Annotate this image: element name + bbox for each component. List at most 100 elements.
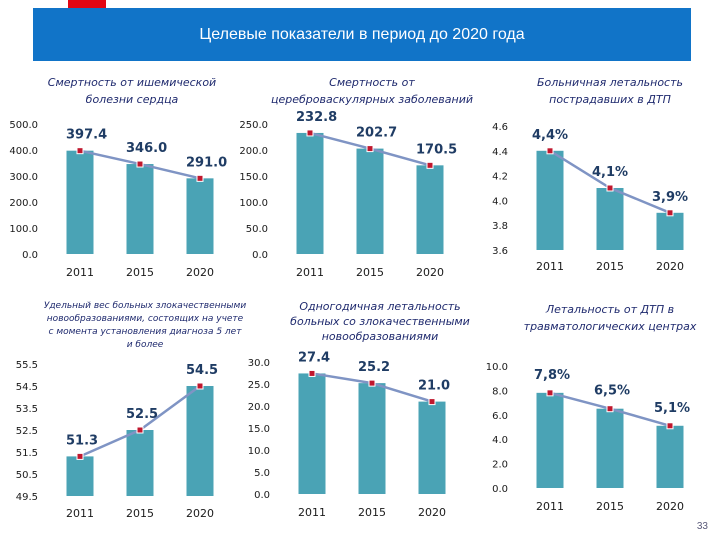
chart-4-ytick: 52.5 [16,426,38,437]
chart-2-category-label: 2020 [416,266,444,279]
chart-6-data-label: 6,5% [594,384,630,399]
chart-5-marker [308,369,316,377]
chart-6-ytick: 2.0 [492,460,508,471]
chart-1-data-label: 346.0 [126,141,167,156]
chart-4-ytick: 54.5 [16,382,38,393]
chart-5-ytick: 25.0 [248,380,270,391]
chart-2-marker [366,145,374,153]
chart-1-ytick: 0.0 [22,250,38,261]
chart-6-category-label: 2020 [656,500,684,513]
chart-6-category-label: 2011 [536,500,564,513]
chart-4-bar [186,386,214,496]
chart-6-ytick: 10.0 [486,362,508,373]
chart-4-bar [66,456,94,496]
chart-4-data-label: 54.5 [186,363,218,378]
chart-4-title-line: с момента установления диагноза 5 лет [49,327,243,337]
chart-6-ytick: 6.0 [492,411,508,422]
chart-2-ytick: 250.0 [239,120,268,131]
chart-4-ytick: 53.5 [16,404,38,415]
chart-5-title-line: больных со злокачественными [290,315,470,328]
chart-4-bar [126,430,154,496]
chart-2-data-label: 232.8 [296,110,337,125]
chart-6-category-label: 2015 [596,500,624,513]
chart-2-ytick: 50.0 [246,224,268,235]
chart-1-ytick: 200.0 [9,198,38,209]
chart-5-ytick: 15.0 [248,424,270,435]
chart-3-ytick: 4.0 [492,196,508,207]
chart-5-title-line: новообразованиями [322,330,439,343]
chart-2-ytick: 100.0 [239,198,268,209]
page-title: Целевые показатели в период до 2020 года [199,25,525,43]
chart-5-category-label: 2015 [358,506,386,519]
chart-2-title-line: Смертность от [329,76,415,89]
chart-4-category-label: 2015 [126,507,154,520]
chart-5-marker [368,379,376,387]
chart-3-category-label: 2020 [656,260,684,273]
chart-4-ytick: 51.5 [16,448,38,459]
chart-6-ytick: 0.0 [492,484,508,495]
chart-3-data-label: 4,1% [592,165,628,180]
chart-5-data-label: 27.4 [298,350,330,365]
chart-4-ytick: 55.5 [16,360,38,371]
chart-4-data-label: 51.3 [66,433,98,448]
chart-1-marker [76,147,84,155]
chart-6-data-label: 5,1% [654,401,690,416]
chart-6-ytick: 8.0 [492,386,508,397]
chart-1-bar [126,164,154,254]
chart-5-bar [298,373,326,494]
chart-3-title-line: пострадавших в ДТП [549,93,671,106]
chart-2-ytick: 200.0 [239,146,268,157]
chart-3-ytick: 3.6 [492,246,508,257]
chart-4-ytick: 50.5 [16,470,38,481]
chart-5-ytick: 5.0 [254,468,270,479]
chart-3-data-label: 4,4% [532,128,568,143]
chart-6-bar [656,425,684,488]
chart-1-data-label: 291.0 [186,155,227,170]
chart-3-ytick: 4.6 [492,122,508,133]
chart-5-bar [358,383,386,494]
chart-2-data-label: 202.7 [356,126,397,141]
chart-2-category-label: 2011 [296,266,324,279]
chart-3-marker [666,209,674,217]
chart-4-ytick: 49.5 [16,492,38,503]
chart-4-title-line: Удельный вес больных злокачественными [44,301,246,311]
chart-1-bar [66,150,94,254]
page-number: 33 [696,521,708,532]
chart-2-marker [306,129,314,137]
chart-5-marker [428,398,436,406]
chart-3-title-line: Больничная летальность [537,76,683,89]
chart-2-category-label: 2015 [356,266,384,279]
chart-3-marker [546,147,554,155]
chart-1-marker [196,174,204,182]
chart-5-data-label: 21.0 [418,379,450,394]
chart-6-bar [536,392,564,488]
chart-3-category-label: 2015 [596,260,624,273]
chart-3-ytick: 4.4 [492,147,508,158]
chart-5-ytick: 10.0 [248,446,270,457]
chart-5-title-line: Одногодичная летальность [299,300,460,313]
chart-4-marker [196,382,204,390]
chart-3-marker [606,184,614,192]
chart-1-ytick: 100.0 [9,224,38,235]
chart-4-marker [76,452,84,460]
chart-6-title-line: Летальность от ДТП в [545,303,674,316]
chart-5-ytick: 30.0 [248,358,270,369]
chart-3-bar [656,212,684,250]
chart-3-bar [596,188,624,250]
chart-3-bar [536,150,564,250]
chart-2-bar [296,132,324,254]
chart-5-ytick: 0.0 [254,490,270,501]
chart-5-category-label: 2020 [418,506,446,519]
chart-4-category-label: 2020 [186,507,214,520]
chart-2-marker [426,161,434,169]
chart-3-ytick: 4.2 [492,172,508,183]
chart-1-ytick: 400.0 [9,146,38,157]
chart-6-bar [596,408,624,488]
chart-1-marker [136,160,144,168]
chart-3-ytick: 3.8 [492,221,508,232]
chart-3-data-label: 3,9% [652,190,688,205]
chart-1-title-line: болезни сердца [86,93,179,106]
chart-6-marker [666,422,674,430]
chart-4-marker [136,426,144,434]
